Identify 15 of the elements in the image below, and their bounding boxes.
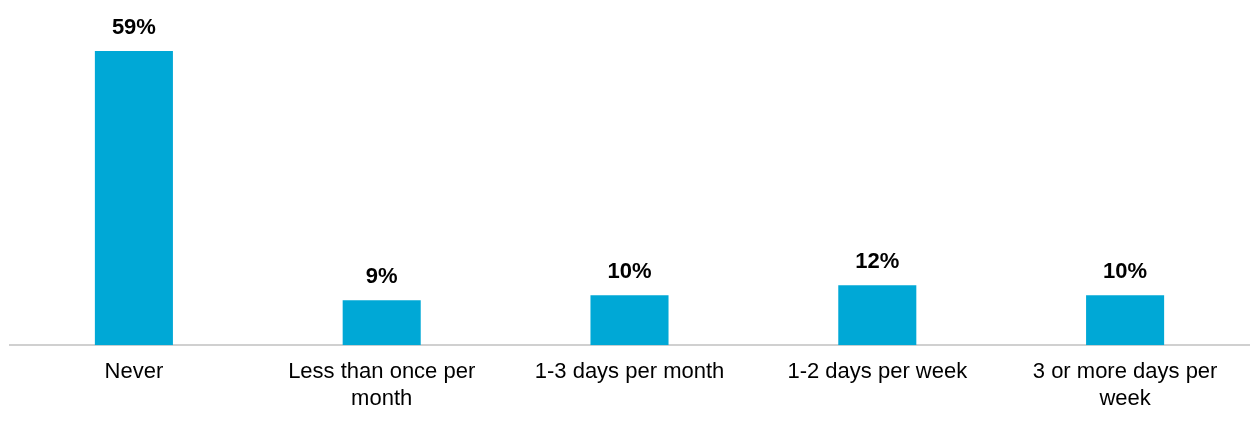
- x-tick-label: Less than once per month: [288, 358, 476, 410]
- x-tick-label: Never: [104, 358, 164, 384]
- x-tick-label: 3 or more days per week: [1032, 358, 1218, 410]
- bar: [590, 295, 669, 346]
- data-label: 10%: [1103, 258, 1148, 284]
- x-tick-label: 1-2 days per week: [787, 358, 969, 384]
- bar: [838, 285, 917, 346]
- data-label: 10%: [607, 258, 652, 284]
- data-label: 59%: [111, 14, 156, 40]
- bar: [1086, 295, 1165, 346]
- data-label: 12%: [855, 248, 900, 274]
- data-label: 9%: [365, 263, 398, 289]
- x-tick-label: 1-3 days per month: [534, 358, 725, 384]
- bar: [342, 300, 421, 346]
- bar: [94, 50, 173, 346]
